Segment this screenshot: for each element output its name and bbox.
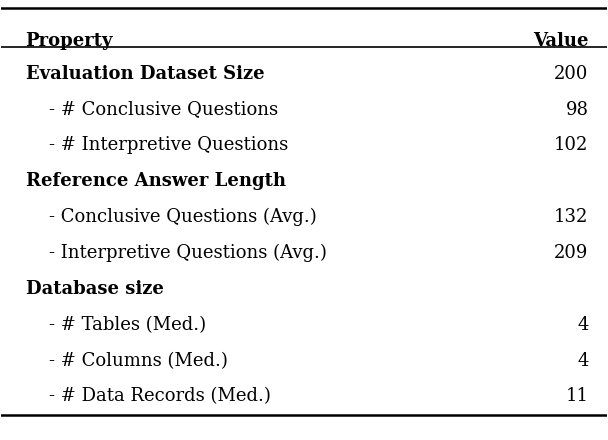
Text: Property: Property [26, 32, 113, 50]
Text: 4: 4 [577, 316, 589, 334]
Text: 4: 4 [577, 352, 589, 370]
Text: 200: 200 [554, 65, 589, 83]
Text: 132: 132 [554, 208, 589, 226]
Text: 11: 11 [565, 388, 589, 405]
Text: Database size: Database size [26, 280, 164, 298]
Text: 102: 102 [554, 136, 589, 154]
Text: Evaluation Dataset Size: Evaluation Dataset Size [26, 65, 264, 83]
Text: - # Data Records (Med.): - # Data Records (Med.) [26, 388, 271, 405]
Text: Value: Value [533, 32, 589, 50]
Text: 209: 209 [554, 244, 589, 262]
Text: Reference Answer Length: Reference Answer Length [26, 172, 286, 191]
Text: - # Tables (Med.): - # Tables (Med.) [26, 316, 206, 334]
Text: - # Columns (Med.): - # Columns (Med.) [26, 352, 227, 370]
Text: - Conclusive Questions (Avg.): - Conclusive Questions (Avg.) [26, 208, 316, 227]
Text: - # Conclusive Questions: - # Conclusive Questions [26, 101, 278, 119]
Text: 98: 98 [565, 101, 589, 119]
Text: - # Interpretive Questions: - # Interpretive Questions [26, 136, 288, 154]
Text: - Interpretive Questions (Avg.): - Interpretive Questions (Avg.) [26, 244, 326, 262]
